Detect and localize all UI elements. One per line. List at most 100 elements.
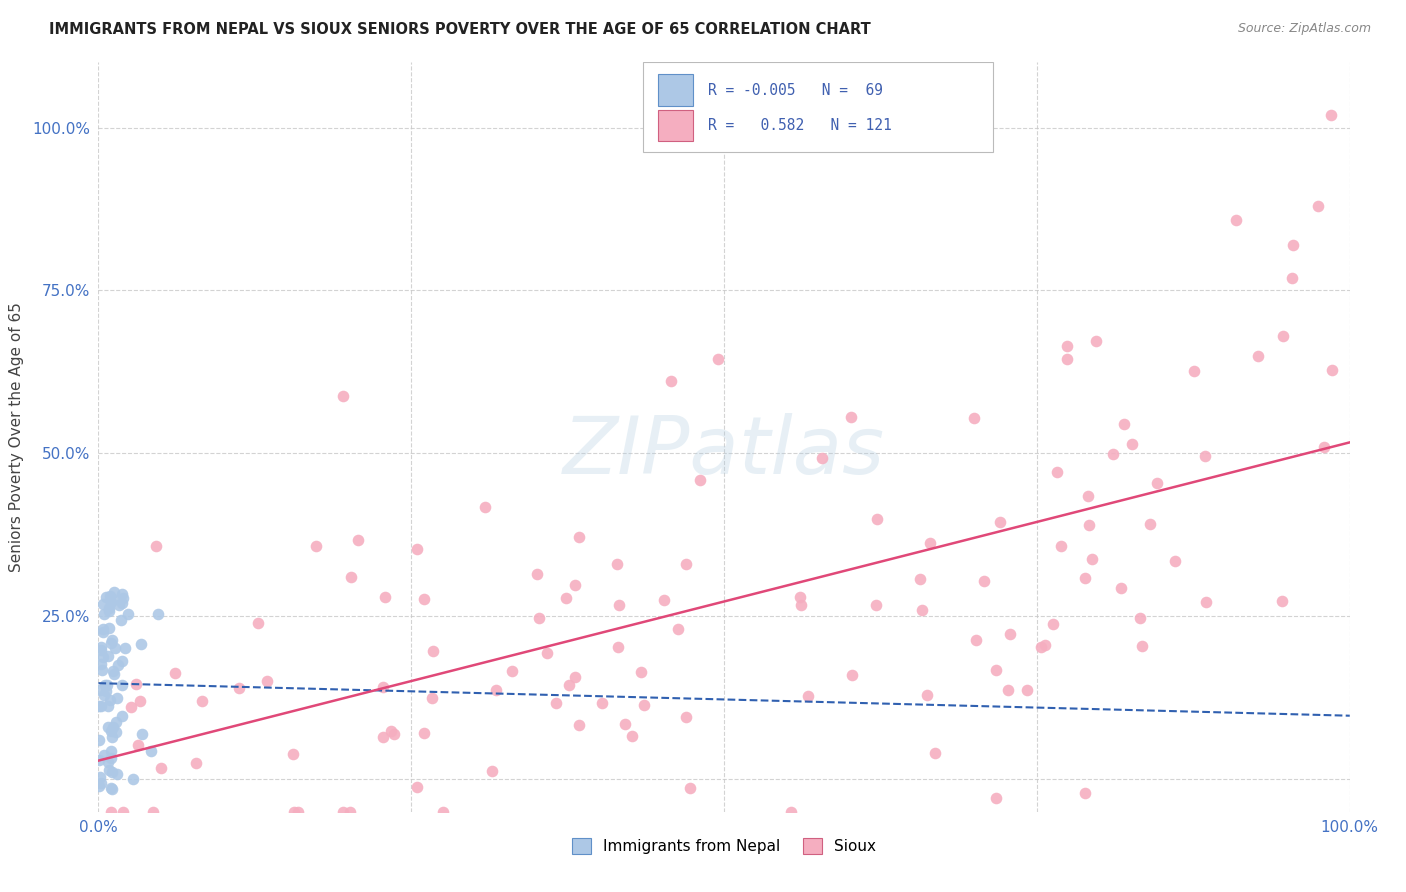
Point: [283, 805, 305, 819]
Point: [1308, 199, 1330, 213]
Point: [373, 731, 395, 745]
FancyBboxPatch shape: [643, 62, 993, 153]
Point: [100, 780, 122, 795]
Point: [633, 698, 655, 712]
Point: [131, 727, 153, 741]
Point: [652, 593, 675, 607]
Text: R =   0.582   N = 121: R = 0.582 N = 121: [707, 118, 891, 133]
Point: [675, 557, 697, 571]
Point: [129, 637, 152, 651]
Point: [97, 604, 120, 618]
Point: [621, 729, 644, 743]
Point: [1194, 449, 1216, 463]
Point: [1225, 213, 1247, 227]
Point: [98, 693, 121, 707]
Point: [380, 723, 402, 738]
Point: [1320, 363, 1343, 377]
Point: [107, 657, 129, 672]
Point: [104, 640, 127, 655]
Point: [790, 598, 813, 612]
Point: [1130, 640, 1153, 654]
Point: [103, 720, 125, 734]
Point: [122, 772, 145, 786]
Point: [247, 615, 270, 630]
Point: [984, 791, 1007, 805]
Point: [1109, 581, 1132, 595]
Point: [100, 750, 122, 764]
Point: [98, 763, 121, 777]
Point: [1320, 107, 1343, 121]
Point: [127, 738, 149, 752]
Point: [865, 598, 887, 612]
Point: [1313, 440, 1336, 454]
Point: [797, 689, 820, 703]
Point: [96, 678, 118, 692]
Point: [422, 690, 444, 705]
Point: [973, 574, 995, 588]
Point: [100, 595, 122, 609]
Text: Source: ZipAtlas.com: Source: ZipAtlas.com: [1237, 22, 1371, 36]
Point: [111, 596, 134, 610]
Point: [105, 690, 128, 705]
Point: [96, 684, 118, 698]
Point: [558, 678, 581, 692]
Point: [911, 602, 934, 616]
Point: [346, 533, 368, 548]
Point: [485, 683, 508, 698]
Point: [98, 589, 121, 603]
Point: [105, 715, 128, 730]
Point: [90, 657, 112, 671]
Point: [97, 699, 120, 714]
Point: [630, 665, 652, 679]
Point: [101, 592, 124, 607]
Point: [110, 613, 132, 627]
Point: [413, 725, 436, 739]
Point: [568, 529, 591, 543]
Point: [422, 644, 444, 658]
Point: [546, 696, 568, 710]
Point: [1074, 786, 1097, 800]
Point: [103, 585, 125, 599]
Point: [112, 591, 135, 605]
Point: [1272, 328, 1295, 343]
Point: [1164, 554, 1187, 568]
Point: [965, 632, 987, 647]
Point: [382, 726, 405, 740]
Point: [789, 590, 811, 604]
Point: [555, 591, 578, 605]
Point: [117, 607, 139, 622]
Point: [90, 663, 112, 677]
Point: [1074, 570, 1097, 584]
Point: [1085, 334, 1108, 348]
Point: [997, 682, 1019, 697]
Point: [89, 753, 111, 767]
Point: [607, 598, 630, 612]
Point: [1139, 516, 1161, 531]
Point: [990, 516, 1012, 530]
Point: [149, 761, 172, 775]
Point: [841, 668, 863, 682]
Point: [707, 352, 730, 367]
Point: [103, 664, 125, 678]
Point: [93, 688, 115, 702]
Point: [1182, 363, 1205, 377]
Point: [606, 557, 628, 571]
Point: [91, 598, 114, 612]
Text: R = -0.005   N =  69: R = -0.005 N = 69: [707, 83, 883, 97]
Point: [97, 601, 120, 615]
Point: [111, 655, 134, 669]
Point: [91, 650, 114, 665]
Point: [186, 756, 208, 771]
Point: [97, 756, 120, 770]
Point: [962, 411, 984, 425]
Text: ZIPatlas: ZIPatlas: [562, 413, 886, 491]
Point: [839, 410, 862, 425]
Point: [374, 590, 396, 604]
Point: [93, 748, 115, 763]
Point: [412, 592, 434, 607]
Point: [142, 805, 165, 819]
Point: [564, 670, 586, 684]
Point: [406, 780, 429, 794]
Point: [568, 718, 591, 732]
Point: [87, 779, 110, 793]
